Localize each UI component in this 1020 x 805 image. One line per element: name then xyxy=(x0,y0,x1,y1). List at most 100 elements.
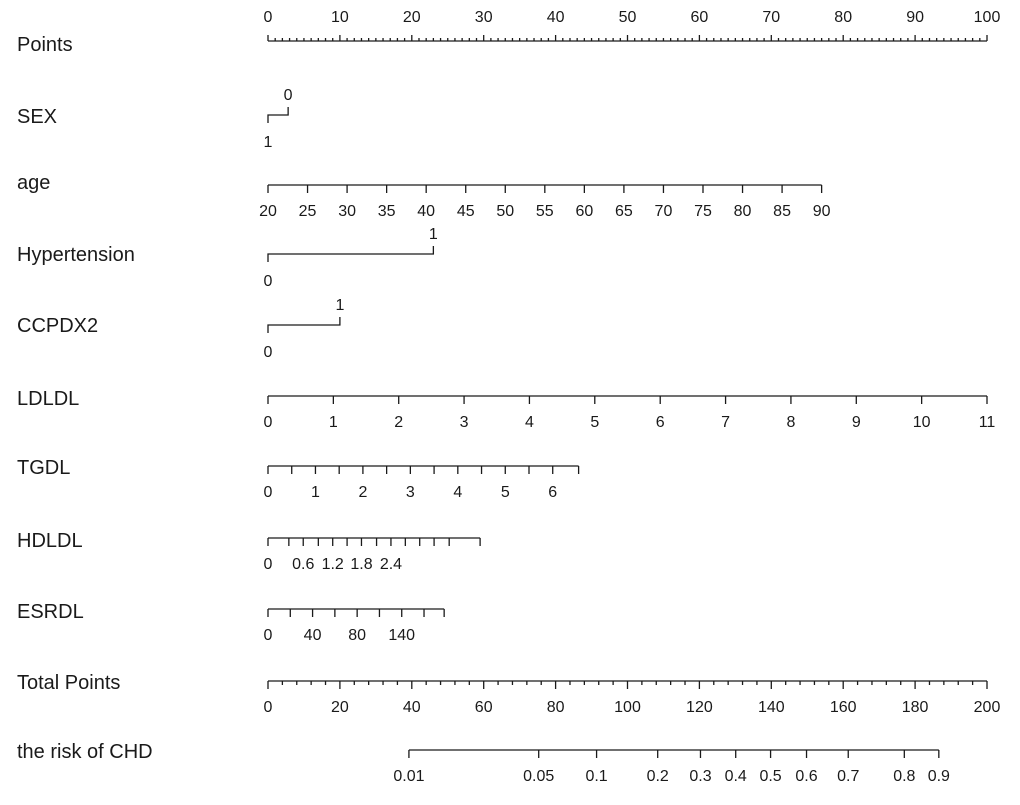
tick-label-ldldl: 1 xyxy=(329,414,338,431)
tick-label-risk: 0.5 xyxy=(759,768,781,785)
tick-label-total: 80 xyxy=(547,699,565,716)
tick-label-hdldl: 1.2 xyxy=(322,556,344,573)
tick-label-age: 85 xyxy=(773,203,791,220)
row-label-sex: SEX xyxy=(17,106,57,128)
tick-label-age: 55 xyxy=(536,203,554,220)
tick-label-hdldl: 0 xyxy=(264,556,273,573)
row-label-ccpdx2: CCPDX2 xyxy=(17,315,98,337)
tick-label-risk: 0.7 xyxy=(837,768,859,785)
tick-label-age: 30 xyxy=(338,203,356,220)
row-tgdl: TGDL 0 1 2 3 4 5 6 xyxy=(17,457,580,501)
tick-label-points: 60 xyxy=(691,9,709,26)
category-label-ccpdx2-1: 1 xyxy=(335,297,344,314)
tick-label-esrdl: 40 xyxy=(304,627,322,644)
tick-label-total: 60 xyxy=(475,699,493,716)
row-sex: SEX 0 1 xyxy=(17,87,293,151)
tick-label-points: 50 xyxy=(619,9,637,26)
tick-label-age: 70 xyxy=(655,203,673,220)
tick-label-tgdl: 5 xyxy=(501,484,510,501)
axis-line-ccpdx2 xyxy=(267,317,341,333)
category-label-sex-0: 0 xyxy=(284,87,293,104)
row-label-age: age xyxy=(17,172,50,194)
tick-label-hdldl: 1.8 xyxy=(350,556,372,573)
row-label-points: Points xyxy=(17,34,73,56)
row-label-hypertension: Hypertension xyxy=(17,244,135,266)
tick-label-age: 80 xyxy=(734,203,752,220)
tick-label-tgdl: 3 xyxy=(406,484,415,501)
row-label-total: Total Points xyxy=(17,672,120,694)
tick-label-hdldl: 0.6 xyxy=(292,556,314,573)
tick-label-total: 180 xyxy=(902,699,929,716)
tick-label-tgdl: 6 xyxy=(548,484,557,501)
tick-label-ldldl: 4 xyxy=(525,414,534,431)
tick-label-risk: 0.01 xyxy=(393,768,424,785)
tick-label-risk: 0.05 xyxy=(523,768,554,785)
tick-label-ldldl: 11 xyxy=(979,414,996,431)
row-ccpdx2: CCPDX2 1 0 xyxy=(17,297,344,361)
tick-label-points: 30 xyxy=(475,9,493,26)
tick-label-age: 60 xyxy=(575,203,593,220)
row-total: Total Points 0 20 40 60 80 100 120 140 160 180 200 xyxy=(17,672,1000,716)
tick-label-risk: 0.2 xyxy=(647,768,669,785)
tick-label-risk: 0.1 xyxy=(585,768,607,785)
tick-label-points: 0 xyxy=(264,9,273,26)
tick-label-tgdl: 2 xyxy=(358,484,367,501)
tick-label-ldldl: 6 xyxy=(656,414,665,431)
tick-label-age: 50 xyxy=(496,203,514,220)
tick-label-risk: 0.4 xyxy=(725,768,747,785)
tick-label-hdldl: 2.4 xyxy=(380,556,402,573)
tick-label-risk: 0.8 xyxy=(893,768,915,785)
tick-label-age: 90 xyxy=(813,203,831,220)
tick-label-tgdl: 1 xyxy=(311,484,320,501)
tick-label-tgdl: 4 xyxy=(453,484,462,501)
row-label-esrdl: ESRDL xyxy=(17,601,84,623)
row-points: Points 0 10 20 30 40 50 60 70 80 90 100 xyxy=(17,9,1000,56)
row-hdldl: HDLDL 0 0.6 1.2 1.8 2.4 xyxy=(17,530,481,573)
tick-label-total: 100 xyxy=(614,699,641,716)
tick-label-ldldl: 2 xyxy=(394,414,403,431)
tick-label-esrdl: 0 xyxy=(264,627,273,644)
tick-label-esrdl: 140 xyxy=(388,627,415,644)
tick-label-age: 65 xyxy=(615,203,633,220)
category-label-hypertension-1: 1 xyxy=(429,226,438,243)
tick-label-age: 45 xyxy=(457,203,475,220)
tick-label-age: 25 xyxy=(299,203,317,220)
category-label-hypertension-0: 0 xyxy=(264,273,273,290)
row-label-tgdl: TGDL xyxy=(17,457,70,479)
tick-label-age: 75 xyxy=(694,203,712,220)
tick-label-points: 90 xyxy=(906,9,924,26)
row-risk: the risk of CHD 0.01 0.05 0.1 0.2 0.3 0.4 0.5 0.… xyxy=(17,741,950,785)
row-hypertension: Hypertension 1 0 xyxy=(17,226,438,290)
tick-label-ldldl: 5 xyxy=(590,414,599,431)
tick-label-ldldl: 9 xyxy=(852,414,861,431)
tick-label-points: 10 xyxy=(331,9,349,26)
category-label-sex-1: 1 xyxy=(264,134,273,151)
row-label-ldldl: LDLDL xyxy=(17,388,79,410)
tick-label-esrdl: 80 xyxy=(348,627,366,644)
row-esrdl: ESRDL 0 40 80 140 xyxy=(17,601,445,644)
tick-label-ldldl: 8 xyxy=(786,414,795,431)
tick-label-points: 70 xyxy=(762,9,780,26)
tick-label-points: 100 xyxy=(974,9,1001,26)
tick-label-total: 20 xyxy=(331,699,349,716)
tick-label-ldldl: 10 xyxy=(913,414,931,431)
tick-label-points: 20 xyxy=(403,9,421,26)
tick-label-total: 140 xyxy=(758,699,785,716)
tick-label-ldldl: 7 xyxy=(721,414,730,431)
row-label-hdldl: HDLDL xyxy=(17,530,83,552)
axis-line-sex xyxy=(267,107,289,123)
tick-label-total: 0 xyxy=(264,699,273,716)
tick-label-risk: 0.6 xyxy=(795,768,817,785)
tick-label-risk: 0.9 xyxy=(928,768,950,785)
tick-label-points: 80 xyxy=(834,9,852,26)
tick-label-total: 40 xyxy=(403,699,421,716)
tick-label-total: 120 xyxy=(686,699,713,716)
tick-label-total: 160 xyxy=(830,699,857,716)
row-ldldl: LDLDL 0 1 2 3 4 5 6 7 8 9 10 11 xyxy=(17,388,995,431)
tick-label-total: 200 xyxy=(974,699,1001,716)
category-label-ccpdx2-0: 0 xyxy=(264,344,273,361)
tick-label-ldldl: 3 xyxy=(460,414,469,431)
row-age: age 20 25 30 35 40 45 50 55 60 65 70 75 80 85 90 xyxy=(17,172,831,220)
tick-label-age: 20 xyxy=(259,203,277,220)
